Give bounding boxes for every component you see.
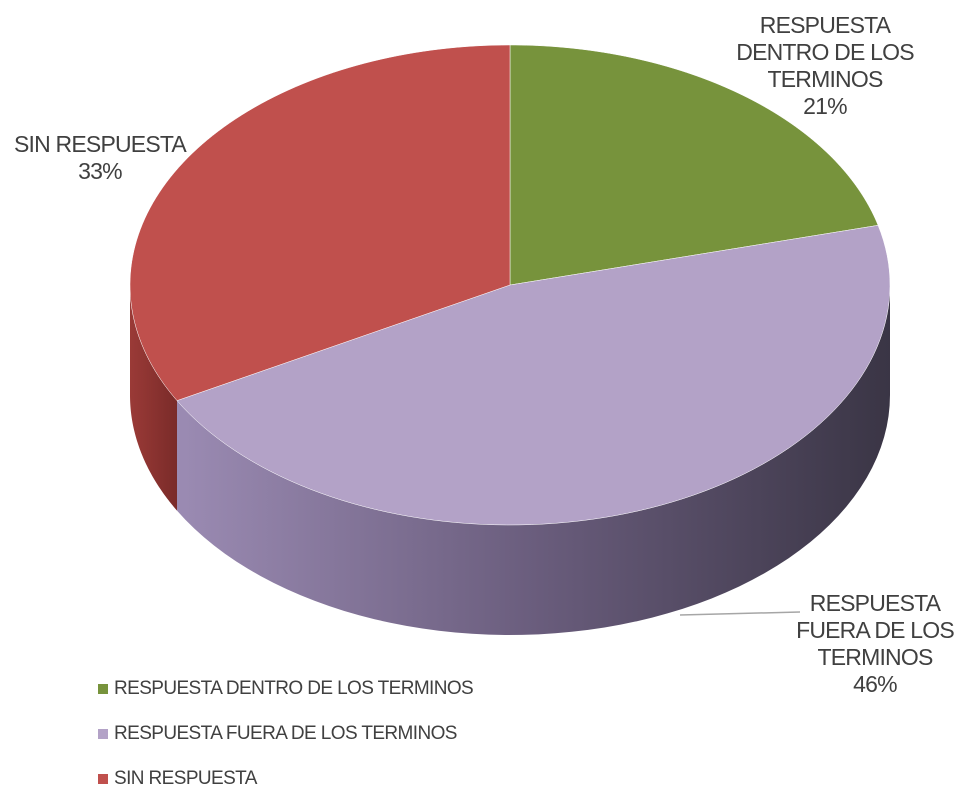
data-label-name: SIN RESPUESTA [14, 131, 187, 157]
slice-side [177, 285, 890, 635]
legend-label: SIN RESPUESTA [114, 768, 257, 789]
leader-line [679, 611, 801, 616]
slice [129, 44, 511, 401]
data-label-name: RESPUESTA FUERA DE LOS TERMINOS [796, 590, 955, 670]
data-label: SIN RESPUESTA 33% [0, 131, 200, 185]
data-label: RESPUESTA DENTRO DE LOS TERMINOS 21% [725, 12, 925, 120]
slice-side [130, 285, 178, 511]
legend-label: RESPUESTA DENTRO DE LOS TERMINOS [114, 678, 474, 699]
legend-label: RESPUESTA FUERA DE LOS TERMINOS [114, 723, 457, 744]
legend-swatch [98, 774, 108, 784]
data-label-value: 33% [78, 158, 122, 184]
data-label-name: RESPUESTA DENTRO DE LOS TERMINOS [736, 12, 914, 92]
data-label-value: 21% [803, 93, 847, 119]
legend-swatch [98, 684, 108, 694]
data-label-value: 46% [853, 671, 897, 697]
data-label: RESPUESTA FUERA DE LOS TERMINOS 46% [775, 590, 963, 698]
legend-item: RESPUESTA FUERA DE LOS TERMINOS [98, 723, 457, 745]
slice [509, 44, 879, 286]
legend-item: SIN RESPUESTA [98, 768, 257, 790]
legend-item: RESPUESTA DENTRO DE LOS TERMINOS [98, 678, 474, 700]
slice [176, 225, 891, 526]
legend-swatch [98, 729, 108, 739]
